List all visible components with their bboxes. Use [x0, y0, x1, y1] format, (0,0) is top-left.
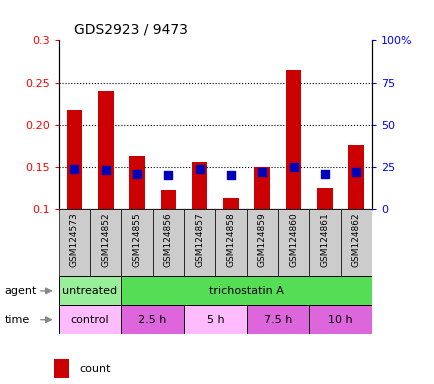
- Point: [164, 172, 171, 179]
- Bar: [215, 209, 246, 276]
- Bar: [184, 305, 246, 334]
- Bar: [59, 209, 90, 276]
- Point: [71, 166, 78, 172]
- Text: 10 h: 10 h: [328, 314, 352, 325]
- Bar: [121, 305, 184, 334]
- Bar: [254, 167, 270, 209]
- Bar: [90, 209, 121, 276]
- Bar: [129, 156, 145, 209]
- Point: [352, 169, 359, 175]
- Bar: [316, 188, 332, 209]
- Text: GSM124862: GSM124862: [351, 213, 360, 267]
- Bar: [121, 276, 371, 305]
- Text: count: count: [79, 364, 111, 374]
- Text: GSM124856: GSM124856: [164, 213, 172, 267]
- Bar: [191, 162, 207, 209]
- Bar: [184, 209, 215, 276]
- Text: GSM124573: GSM124573: [70, 213, 79, 267]
- Text: GSM124859: GSM124859: [257, 213, 266, 267]
- Point: [258, 169, 265, 175]
- Point: [227, 172, 234, 179]
- Text: agent: agent: [4, 286, 36, 296]
- Text: GSM124861: GSM124861: [320, 213, 329, 267]
- Bar: [98, 91, 113, 209]
- Text: GSM124857: GSM124857: [195, 213, 204, 267]
- Bar: [309, 305, 371, 334]
- Text: GSM124852: GSM124852: [101, 213, 110, 267]
- Bar: [285, 70, 301, 209]
- Bar: [223, 198, 238, 209]
- Text: untreated: untreated: [62, 286, 117, 296]
- Text: 7.5 h: 7.5 h: [263, 314, 292, 325]
- Point: [289, 164, 296, 170]
- Point: [133, 171, 140, 177]
- Bar: [59, 305, 121, 334]
- Bar: [66, 111, 82, 209]
- Point: [196, 166, 203, 172]
- Text: GSM124860: GSM124860: [289, 213, 297, 267]
- Text: GSM124855: GSM124855: [132, 213, 141, 267]
- Bar: [59, 276, 121, 305]
- Bar: [160, 190, 176, 209]
- Bar: [246, 209, 277, 276]
- Point: [321, 171, 328, 177]
- Text: 5 h: 5 h: [206, 314, 224, 325]
- Bar: [340, 209, 371, 276]
- Bar: [54, 359, 69, 379]
- Bar: [348, 145, 363, 209]
- Bar: [121, 209, 152, 276]
- Bar: [309, 209, 340, 276]
- Text: GSM124858: GSM124858: [226, 213, 235, 267]
- Text: control: control: [71, 314, 109, 325]
- Text: 2.5 h: 2.5 h: [138, 314, 167, 325]
- Text: GDS2923 / 9473: GDS2923 / 9473: [74, 22, 188, 36]
- Text: time: time: [4, 314, 30, 325]
- Bar: [246, 305, 309, 334]
- Point: [102, 167, 109, 174]
- Bar: [277, 209, 309, 276]
- Text: trichostatin A: trichostatin A: [209, 286, 283, 296]
- Bar: [152, 209, 184, 276]
